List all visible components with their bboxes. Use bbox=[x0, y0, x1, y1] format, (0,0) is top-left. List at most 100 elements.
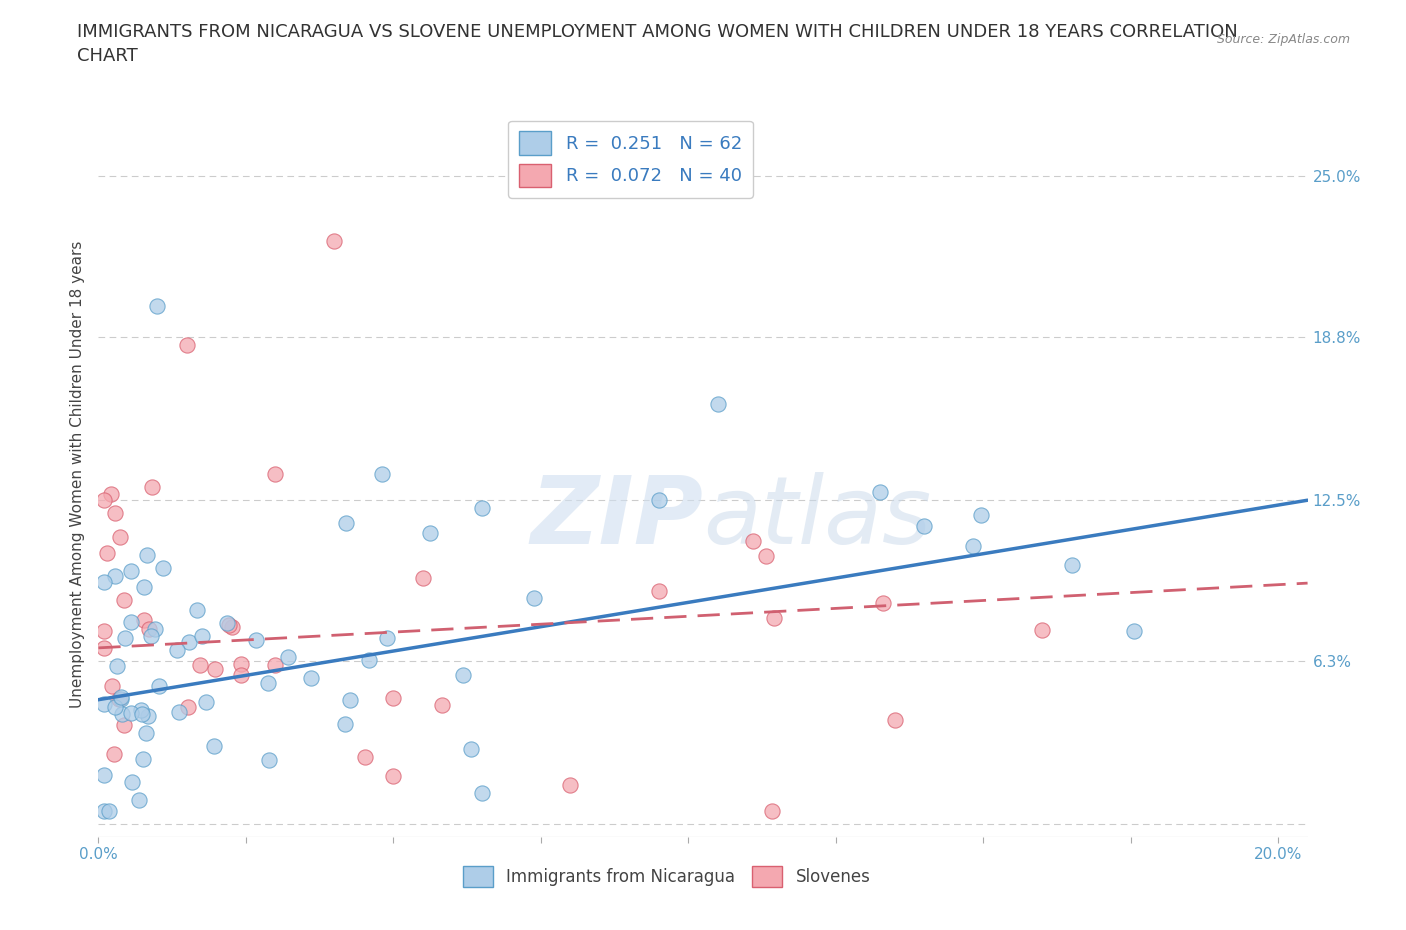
Point bbox=[245, 632, 267, 647]
Point bbox=[648, 493, 671, 508]
Point bbox=[382, 691, 405, 706]
Point bbox=[191, 629, 214, 644]
Point bbox=[120, 615, 142, 630]
Point bbox=[257, 752, 280, 767]
Point bbox=[93, 623, 115, 638]
Point bbox=[648, 583, 671, 598]
Point bbox=[560, 777, 582, 792]
Point bbox=[129, 702, 152, 717]
Point bbox=[221, 619, 243, 634]
Point bbox=[132, 752, 155, 767]
Point bbox=[112, 717, 135, 732]
Point bbox=[419, 525, 441, 540]
Point bbox=[107, 692, 129, 707]
Point bbox=[114, 631, 136, 645]
Point bbox=[471, 500, 494, 515]
Point bbox=[1031, 622, 1053, 637]
Point bbox=[101, 678, 124, 693]
Point bbox=[146, 299, 169, 313]
Point bbox=[104, 568, 127, 583]
Point bbox=[264, 658, 287, 672]
Point bbox=[370, 467, 392, 482]
Point bbox=[93, 641, 115, 656]
Point bbox=[277, 649, 299, 664]
Point bbox=[755, 549, 778, 564]
Point bbox=[204, 662, 226, 677]
Point bbox=[335, 515, 357, 530]
Point bbox=[179, 634, 201, 649]
Point bbox=[110, 689, 132, 704]
Point bbox=[1122, 624, 1144, 639]
Point bbox=[471, 786, 494, 801]
Point bbox=[354, 750, 377, 764]
Point bbox=[377, 631, 399, 645]
Point bbox=[120, 705, 142, 720]
Point bbox=[382, 769, 405, 784]
Legend: Immigrants from Nicaragua, Slovenes: Immigrants from Nicaragua, Slovenes bbox=[457, 859, 877, 894]
Point bbox=[186, 603, 208, 618]
Point bbox=[869, 485, 891, 499]
Point bbox=[335, 716, 357, 731]
Point bbox=[188, 658, 211, 672]
Point bbox=[176, 338, 198, 352]
Point bbox=[148, 679, 170, 694]
Y-axis label: Unemployment Among Women with Children Under 18 years: Unemployment Among Women with Children U… bbox=[70, 241, 86, 708]
Point bbox=[96, 546, 118, 561]
Point bbox=[229, 657, 252, 671]
Point bbox=[93, 575, 115, 590]
Point bbox=[136, 708, 159, 723]
Point bbox=[912, 519, 935, 534]
Point bbox=[120, 564, 142, 578]
Point bbox=[231, 668, 253, 683]
Point bbox=[761, 804, 783, 818]
Point bbox=[93, 804, 115, 818]
Point bbox=[104, 699, 127, 714]
Text: IMMIGRANTS FROM NICARAGUA VS SLOVENE UNEMPLOYMENT AMONG WOMEN WITH CHILDREN UNDE: IMMIGRANTS FROM NICARAGUA VS SLOVENE UNE… bbox=[77, 23, 1239, 65]
Point bbox=[264, 467, 287, 482]
Point bbox=[93, 493, 115, 508]
Point bbox=[257, 676, 280, 691]
Point bbox=[1060, 558, 1083, 573]
Point bbox=[742, 534, 765, 549]
Point bbox=[93, 697, 115, 711]
Point bbox=[111, 707, 134, 722]
Point bbox=[141, 480, 163, 495]
Point bbox=[883, 713, 905, 728]
Point bbox=[97, 804, 120, 818]
Point bbox=[152, 560, 174, 575]
Point bbox=[135, 725, 157, 740]
Point bbox=[112, 593, 135, 608]
Point bbox=[131, 707, 153, 722]
Text: atlas: atlas bbox=[703, 472, 931, 564]
Point bbox=[762, 611, 785, 626]
Point bbox=[194, 695, 217, 710]
Point bbox=[323, 233, 346, 248]
Point bbox=[105, 658, 128, 673]
Point bbox=[104, 506, 127, 521]
Point bbox=[128, 792, 150, 807]
Point bbox=[460, 742, 482, 757]
Point bbox=[134, 579, 156, 594]
Point bbox=[218, 618, 240, 633]
Text: Source: ZipAtlas.com: Source: ZipAtlas.com bbox=[1216, 33, 1350, 46]
Point bbox=[451, 668, 474, 683]
Point bbox=[143, 621, 166, 636]
Point bbox=[412, 570, 434, 585]
Point bbox=[132, 613, 155, 628]
Point bbox=[523, 591, 546, 605]
Point bbox=[138, 622, 160, 637]
Point bbox=[139, 628, 162, 643]
Point bbox=[430, 698, 453, 712]
Point bbox=[339, 693, 361, 708]
Point bbox=[970, 508, 993, 523]
Point bbox=[121, 775, 143, 790]
Point bbox=[136, 548, 159, 563]
Point bbox=[299, 671, 322, 685]
Point bbox=[962, 538, 984, 553]
Text: ZIP: ZIP bbox=[530, 472, 703, 564]
Point bbox=[108, 530, 131, 545]
Point bbox=[167, 705, 190, 720]
Point bbox=[100, 486, 122, 501]
Point bbox=[872, 595, 894, 610]
Point bbox=[357, 653, 380, 668]
